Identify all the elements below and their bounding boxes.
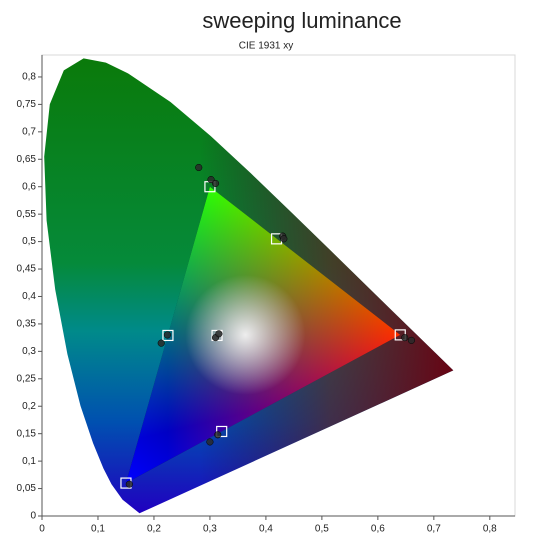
y-tick-label: 0,1 — [22, 456, 36, 467]
y-tick-label: 0,5 — [22, 236, 36, 247]
y-tick-label: 0 — [30, 511, 36, 522]
measured-point — [215, 330, 223, 338]
y-tick-label: 0,7 — [22, 126, 36, 137]
measured-point — [195, 163, 203, 172]
x-tick-label: 0,2 — [147, 524, 161, 535]
y-tick-label: 0,25 — [17, 373, 37, 384]
y-tick-label: 0,65 — [17, 154, 37, 165]
target-marker — [162, 329, 174, 342]
measured-point — [211, 179, 220, 187]
chart-title: sweeping luminance — [202, 8, 401, 33]
measured-point — [163, 331, 171, 339]
x-tick-label: 0,3 — [203, 524, 217, 535]
measured-point — [280, 235, 288, 243]
measured-point — [207, 176, 215, 184]
y-tick-label: 0,55 — [17, 209, 37, 220]
measured-point — [407, 336, 415, 344]
y-tick-label: 0,4 — [22, 291, 36, 302]
x-tick-label: 0,7 — [427, 524, 441, 535]
measured-point — [125, 480, 133, 488]
x-tick-label: 0 — [39, 524, 45, 535]
x-tick-label: 0,4 — [259, 524, 273, 535]
x-tick-label: 0,8 — [483, 524, 497, 535]
measured-point — [401, 334, 409, 342]
y-tick-label: 0,45 — [17, 264, 37, 275]
measured-point — [157, 339, 165, 347]
measured-point — [214, 431, 222, 439]
gamut-white — [125, 186, 401, 484]
y-tick-label: 0,35 — [17, 319, 37, 330]
y-tick-label: 0,2 — [22, 401, 36, 412]
y-tick-label: 0,3 — [22, 346, 36, 357]
x-tick-label: 0,6 — [371, 524, 385, 535]
x-tick-label: 0,5 — [315, 524, 329, 535]
y-tick-label: 0,15 — [17, 428, 37, 439]
y-tick-label: 0,8 — [22, 72, 36, 83]
y-tick-label: 0,75 — [17, 99, 37, 110]
x-tick-label: 0,1 — [91, 524, 105, 535]
y-tick-label: 0,6 — [22, 181, 36, 192]
chart-subtitle: CIE 1931 xy — [239, 41, 293, 52]
measured-point — [206, 438, 214, 446]
y-tick-label: 0,05 — [17, 483, 37, 494]
